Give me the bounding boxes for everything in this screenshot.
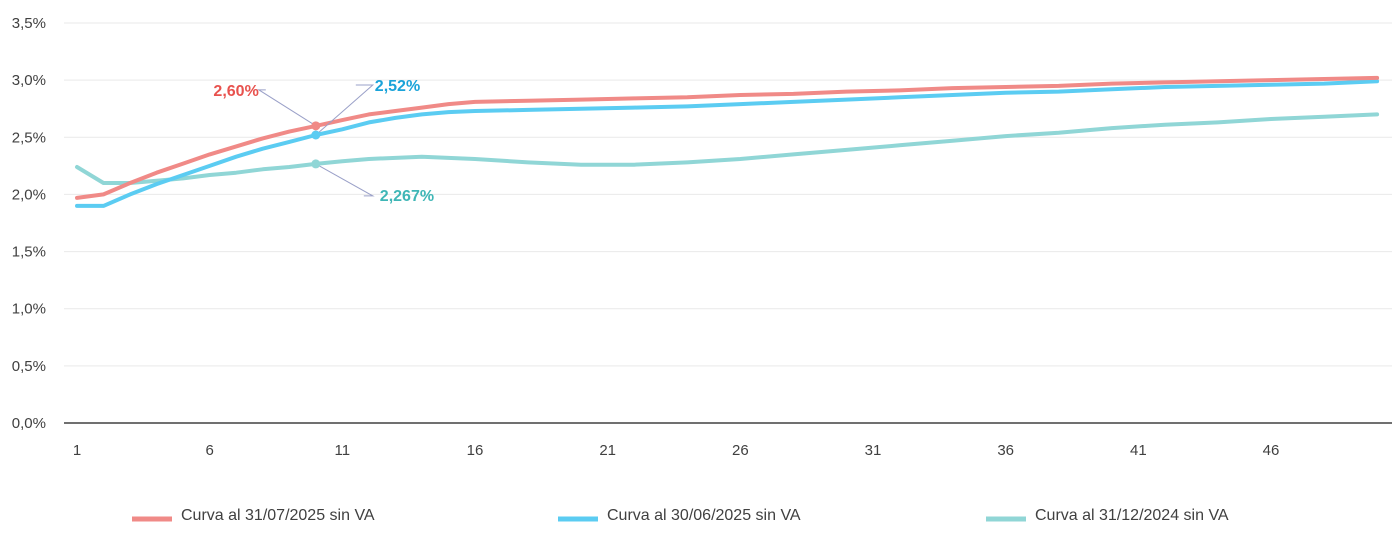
series-line-2: [75, 112, 1380, 185]
grid-lines: [64, 22, 1392, 367]
x-tick-label: 1: [73, 442, 81, 459]
x-tick-label: 31: [865, 442, 882, 459]
y-tick-label: 3,0%: [12, 72, 46, 89]
annotation-leader: [315, 163, 375, 197]
y-tick-label: 3,5%: [12, 15, 46, 32]
annotation-label: 2,267%: [380, 188, 434, 205]
annotation-leader: [315, 84, 375, 136]
x-tick-label: 36: [997, 442, 1014, 459]
annotation-label: 2,52%: [375, 78, 420, 95]
x-tick-label: 16: [467, 442, 484, 459]
y-tick-label: 0,5%: [12, 358, 46, 375]
x-tick-label: 11: [335, 442, 351, 459]
annotation-point: [311, 159, 321, 169]
annotation-leader: [257, 89, 317, 127]
x-tick-label: 21: [599, 442, 616, 459]
legend-label: Curva al 31/07/2025 sin VA: [181, 507, 375, 524]
y-tick-label: 0,0%: [12, 415, 46, 432]
x-tick-label: 46: [1263, 442, 1280, 459]
y-tick-label: 2,0%: [12, 186, 46, 203]
y-axis: 0,0% 0,5% 1,0% 1,5% 2,0% 2,5% 3,0% 3,5%: [12, 15, 46, 432]
legend-label: Curva al 30/06/2025 sin VA: [607, 507, 801, 524]
series-line-1: [75, 79, 1380, 208]
x-tick-label: 26: [732, 442, 749, 459]
annotation-label: 2,60%: [213, 83, 258, 100]
legend: Curva al 31/07/2025 sin VA Curva al 30/06…: [132, 507, 1229, 524]
legend-label: Curva al 31/12/2024 sin VA: [1035, 507, 1229, 524]
y-tick-label: 2,5%: [12, 129, 46, 146]
x-tick-label: 41: [1130, 442, 1147, 459]
y-tick-label: 1,5%: [12, 244, 46, 261]
annotation-point: [311, 130, 321, 140]
series-line-0: [75, 75, 1380, 200]
series-lines: [75, 75, 1380, 208]
x-axis: 1 6 11 16 21 26 31 36 41 46: [64, 422, 1392, 459]
annotations: 2,60% 2,52% 2,267%: [213, 78, 434, 205]
annotation-point: [311, 121, 321, 131]
x-tick-label: 6: [205, 442, 213, 459]
y-tick-label: 1,0%: [12, 301, 46, 318]
